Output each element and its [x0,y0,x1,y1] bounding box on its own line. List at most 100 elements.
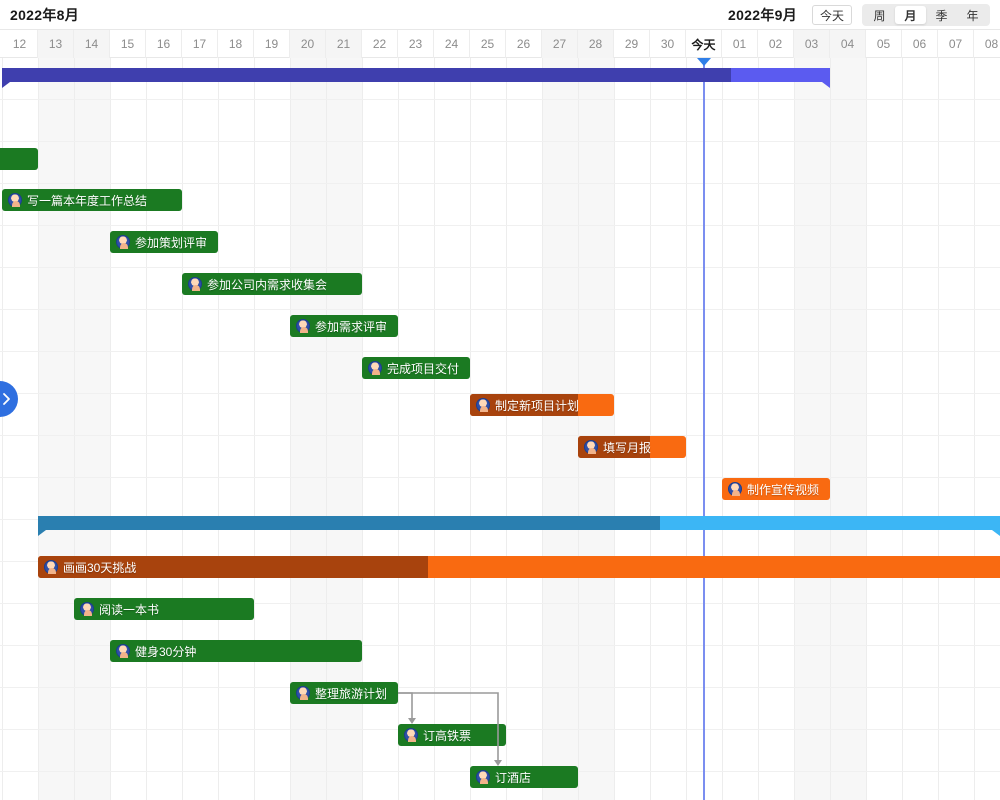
task-requirements-review[interactable]: 参加需求评审 [290,315,398,337]
task-internal-requirements-meeting[interactable]: 参加公司内需求收集会 [182,273,362,295]
task-bar-content: 参加策划评审 [116,231,207,253]
day-header-cell[interactable]: 15 [110,30,146,58]
task-drawing-30day-challenge[interactable]: 画画30天挑战 [38,556,1000,578]
grid-row-line [0,477,1000,478]
day-header-cell[interactable]: 05 [866,30,902,58]
grid-column-line [758,58,759,800]
assignee-avatar-icon [188,277,202,291]
task-bar-content: 参加需求评审 [296,315,387,337]
project-summary-purple[interactable] [2,68,830,88]
day-header-cell[interactable]: 28 [578,30,614,58]
task-bar-content: 完成项目交付 [368,357,459,379]
day-header-cell[interactable]: 22 [362,30,398,58]
assignee-avatar-icon [584,440,598,454]
view-scale-quarter[interactable]: 季 [935,8,948,23]
day-header-cell[interactable]: 25 [470,30,506,58]
task-bar-content: 订高铁票 [404,724,471,746]
grid-row-line [0,435,1000,436]
task-book-train-ticket[interactable]: 订高铁票 [398,724,506,746]
today-button[interactable]: 今天 [812,5,852,25]
weekend-column-shade [38,58,74,800]
task-bar-label: 完成项目交付 [387,361,460,376]
day-header-cell[interactable]: 16 [146,30,182,58]
task-read-a-book[interactable]: 阅读一本书 [74,598,254,620]
gantt-grid[interactable]: 写一篇本年度工作总结参加策划评审参加公司内需求收集会参加需求评审完成项目交付制定… [0,58,1000,800]
grid-column-line [650,58,651,800]
task-new-project-plan[interactable]: 制定新项目计划 [470,394,614,416]
weekend-column-shade [290,58,326,800]
day-header-cell[interactable]: 01 [722,30,758,58]
day-header-cell[interactable]: 23 [398,30,434,58]
grid-row-line [0,351,1000,352]
task-monthly-report[interactable]: 填写月报 [578,436,686,458]
day-header-cell[interactable]: 17 [182,30,218,58]
grid-column-line [506,58,507,800]
day-header-cell[interactable]: 14 [74,30,110,58]
grid-column-line [2,58,3,800]
task-workout-30min[interactable]: 健身30分钟 [110,640,362,662]
task-clipped-top[interactable] [0,148,38,170]
task-planning-review[interactable]: 参加策划评审 [110,231,218,253]
sidebar-expand-handle[interactable] [0,381,18,417]
task-bar-content: 填写月报 [584,436,651,458]
view-scale-week[interactable]: 周 [873,8,886,23]
day-header-cell[interactable]: 24 [434,30,470,58]
grid-row-line [0,183,1000,184]
task-bar-content: 制作宣传视频 [728,478,819,500]
task-bar-label: 订高铁票 [423,728,472,743]
task-book-hotel[interactable]: 订酒店 [470,766,578,788]
summary-progress-fill [2,68,731,82]
grid-column-line [902,58,903,800]
task-project-delivery[interactable]: 完成项目交付 [362,357,470,379]
day-header-cell[interactable]: 12 [2,30,38,58]
weekend-column-shade [578,58,614,800]
summary-start-notch [2,82,10,88]
day-header-cell[interactable]: 20 [290,30,326,58]
today-marker-triangle [697,58,711,66]
grid-column-line [866,58,867,800]
task-bar-content: 订酒店 [476,766,531,788]
assignee-avatar-icon [368,361,382,375]
today-vertical-line [703,58,705,800]
grid-column-line [38,58,39,800]
task-bar-content: 制定新项目计划 [476,394,579,416]
day-header-today[interactable]: 今天 [686,30,722,58]
assignee-avatar-icon [116,644,130,658]
day-header-cell[interactable]: 19 [254,30,290,58]
day-header-cell[interactable]: 27 [542,30,578,58]
chevron-right-icon [3,393,10,405]
task-travel-plan[interactable]: 整理旅游计划 [290,682,398,704]
day-header-cell[interactable]: 08 [974,30,1000,58]
task-bar-label: 参加策划评审 [135,235,208,250]
grid-column-line [794,58,795,800]
dep-travel-plan-to-train-ticket [398,692,413,719]
day-header-cell[interactable]: 04 [830,30,866,58]
task-promo-video[interactable]: 制作宣传视频 [722,478,830,500]
task-bar-label: 画画30天挑战 [63,560,137,575]
day-header-cell[interactable]: 18 [218,30,254,58]
grid-row-line [0,99,1000,100]
assignee-avatar-icon [404,728,418,742]
task-annual-summary[interactable]: 写一篇本年度工作总结 [2,189,182,211]
gantt-toolbar: 2022年8月 2022年9月 今天 周月季 年 [0,0,1000,30]
day-header-cell[interactable]: 30 [650,30,686,58]
project-summary-blue[interactable] [38,516,1000,536]
day-header-cell[interactable]: 03 [794,30,830,58]
task-bar-label: 参加需求评审 [315,319,388,334]
day-header-cell[interactable]: 29 [614,30,650,58]
grid-column-line [362,58,363,800]
view-scale-year[interactable]: 年 [966,8,979,23]
day-header-cell[interactable]: 26 [506,30,542,58]
day-header-cell[interactable]: 02 [758,30,794,58]
day-header-cell[interactable]: 13 [38,30,74,58]
view-scale-month[interactable]: 月 [895,6,926,24]
assignee-avatar-icon [476,770,490,784]
view-scale-switcher[interactable]: 周月季 年 [862,4,990,26]
day-header-cell[interactable]: 07 [938,30,974,58]
task-bar-label: 写一篇本年度工作总结 [27,193,148,208]
day-header-cell[interactable]: 06 [902,30,938,58]
grid-row-line [0,141,1000,142]
timeline-day-header: 12 13 14 15 16 17 18 19 20 21 22 23 24 25 26 27 28 29 30 今天… [0,30,1000,58]
day-header-cell[interactable]: 21 [326,30,362,58]
task-bar-label: 阅读一本书 [99,602,160,617]
